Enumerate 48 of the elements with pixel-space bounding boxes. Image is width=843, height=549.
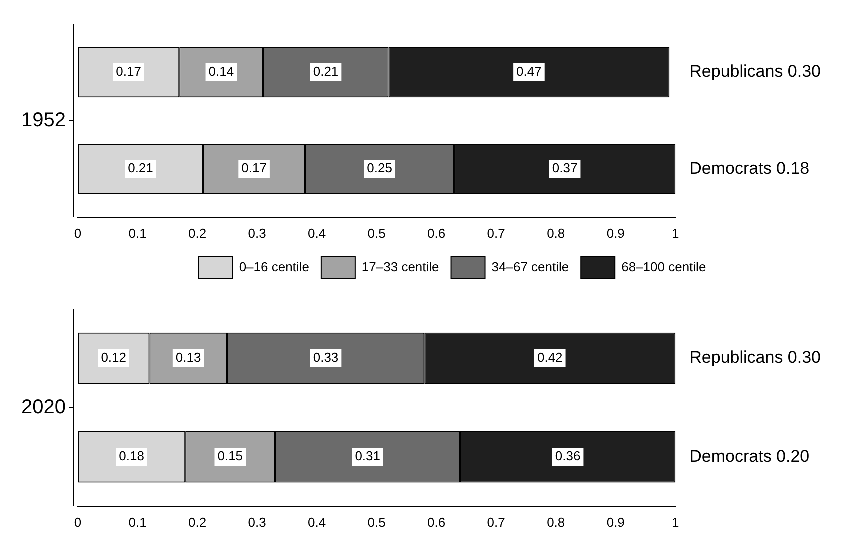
x-tick-label: 0.6 — [428, 226, 446, 241]
data-label: 0.17 — [242, 160, 267, 176]
x-tick-label: 0.1 — [128, 514, 147, 530]
data-label: 0.47 — [516, 64, 542, 80]
y-tick-label: Republicans 0.30 — [690, 62, 822, 82]
x-tick-label: 0 — [74, 226, 82, 241]
x-tick-label: 0.2 — [188, 226, 207, 241]
data-label: 0.13 — [176, 350, 202, 366]
data-label: 0.31 — [355, 448, 381, 464]
legend-label: 34–67 centile — [492, 260, 570, 275]
legend-label: 68–100 centile — [622, 260, 706, 275]
x-tick-label: 0.2 — [188, 514, 207, 530]
data-label: 0.18 — [119, 448, 144, 464]
data-label: 0.17 — [116, 64, 142, 80]
x-tick-label: 0.1 — [128, 226, 147, 241]
x-tick-label: 0.3 — [248, 514, 266, 530]
y-axis-title: 1952 — [22, 109, 66, 132]
data-label: 0.33 — [313, 350, 339, 366]
data-label: 0.37 — [552, 160, 578, 176]
y-tick-label: Republicans 0.30 — [690, 348, 822, 368]
data-label: 0.25 — [367, 160, 392, 176]
x-tick-label: 0.8 — [547, 226, 566, 241]
x-tick-label: 0.4 — [308, 226, 326, 241]
x-tick-label: 0.3 — [248, 226, 266, 241]
x-tick-label: 0.7 — [487, 226, 506, 241]
data-label: 0.21 — [128, 160, 154, 176]
y-tick-label: Democrats 0.20 — [690, 446, 810, 466]
legend-label: 17–33 centile — [362, 260, 440, 275]
data-label: 0.15 — [218, 448, 244, 464]
x-tick-label: 0.6 — [428, 514, 446, 530]
data-label: 0.21 — [313, 64, 339, 80]
data-label: 0.42 — [537, 350, 563, 366]
x-tick-label: 0.5 — [368, 226, 386, 241]
x-tick-label: 1 — [672, 226, 680, 241]
data-label: 0.14 — [208, 64, 234, 80]
x-tick-label: 0.5 — [368, 514, 386, 530]
x-tick-label: 1 — [672, 514, 680, 530]
data-label: 0.36 — [555, 448, 581, 464]
x-tick-label: 0.4 — [308, 514, 326, 530]
x-tick-label: 0.8 — [547, 514, 566, 530]
x-tick-label: 0.9 — [606, 514, 625, 530]
x-tick-label: 0 — [74, 514, 82, 530]
x-tick-label: 0.7 — [487, 514, 506, 530]
legend-label: 0–16 centile — [239, 260, 310, 275]
x-tick-label: 0.9 — [606, 226, 625, 241]
data-label: 0.12 — [101, 350, 127, 366]
y-tick-label: Democrats 0.18 — [690, 158, 810, 178]
y-axis-title: 2020 — [22, 396, 66, 418]
